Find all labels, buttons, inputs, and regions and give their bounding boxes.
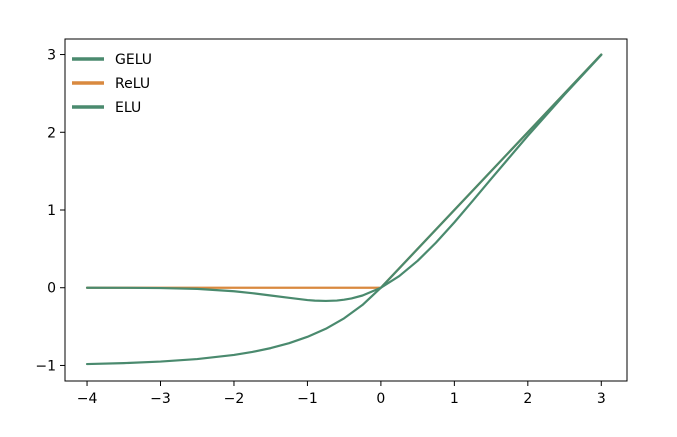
- x-tick-label: −2: [224, 391, 245, 407]
- x-tick-label: −1: [297, 391, 318, 407]
- y-tick-label: 2: [47, 125, 56, 141]
- x-axis-ticks: −4 −3 −2 −1 0 1 2 3: [77, 381, 606, 407]
- y-axis-ticks: −1 0 1 2 3: [35, 48, 65, 374]
- x-tick-label: 3: [597, 391, 606, 407]
- legend-entry-gelu: GELU: [72, 52, 152, 68]
- legend-label-relu: ReLU: [115, 76, 150, 92]
- series-line-elu: [85, 53, 603, 366]
- x-tick-label: 1: [450, 391, 459, 407]
- series-line-gelu: [85, 53, 603, 303]
- y-tick-label: −1: [35, 358, 56, 374]
- y-tick-label: 3: [47, 48, 56, 64]
- y-tick-label: 1: [47, 203, 56, 219]
- legend-entry-relu: ReLU: [72, 76, 150, 92]
- series-layer: [85, 53, 603, 366]
- x-tick-label: −3: [150, 391, 171, 407]
- x-tick-label: 0: [376, 391, 385, 407]
- legend-label-elu: ELU: [115, 100, 141, 116]
- legend-label-gelu: GELU: [115, 52, 152, 68]
- legend: GELU ReLU ELU: [72, 52, 152, 116]
- legend-entry-elu: ELU: [72, 100, 141, 116]
- x-tick-label: 2: [523, 391, 532, 407]
- x-tick-label: −4: [77, 391, 98, 407]
- y-tick-label: 0: [47, 281, 56, 297]
